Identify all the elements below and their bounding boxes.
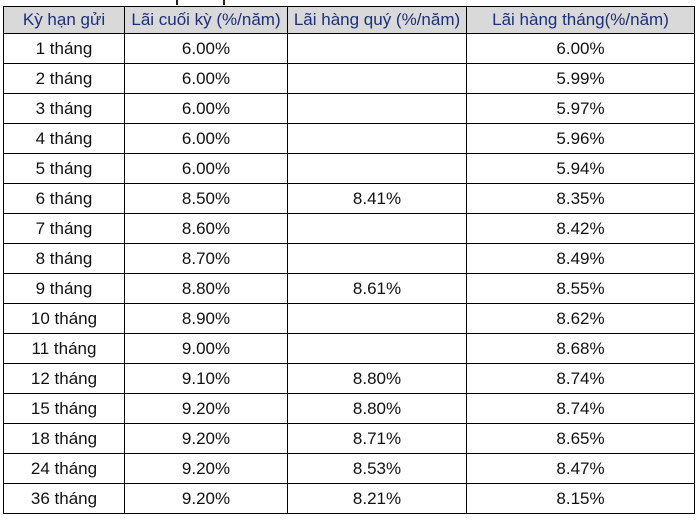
end-of-term-rate-cell: 6.00% bbox=[124, 123, 288, 154]
table-row: 10 tháng 8.90% 8.62% bbox=[3, 303, 695, 334]
end-of-term-rate-cell: 6.00% bbox=[124, 93, 288, 124]
quarterly-rate-cell bbox=[287, 153, 467, 184]
end-of-term-rate-cell: 9.20% bbox=[124, 483, 288, 514]
term-cell: 3 tháng bbox=[3, 93, 125, 124]
header-term: Kỳ hạn gửi bbox=[3, 6, 125, 34]
end-of-term-rate-cell: 8.90% bbox=[124, 303, 288, 334]
end-of-term-rate-cell: 9.20% bbox=[124, 423, 288, 454]
monthly-rate-cell: 5.94% bbox=[466, 153, 695, 184]
term-cell: 4 tháng bbox=[3, 123, 125, 154]
monthly-rate-cell: 8.42% bbox=[466, 213, 695, 244]
monthly-rate-cell: 8.74% bbox=[466, 393, 695, 424]
table-row: 18 tháng 9.20% 8.71% 8.65% bbox=[3, 423, 695, 454]
quarterly-rate-cell: 8.61% bbox=[287, 273, 467, 304]
quarterly-rate-cell bbox=[287, 123, 467, 154]
term-cell: 12 tháng bbox=[3, 363, 125, 394]
quarterly-rate-cell bbox=[287, 333, 467, 364]
end-of-term-rate-cell: 8.50% bbox=[124, 183, 288, 214]
table-row: 4 tháng 6.00% 5.96% bbox=[3, 123, 695, 154]
end-of-term-rate-cell: 8.60% bbox=[124, 213, 288, 244]
end-of-term-rate-cell: 9.20% bbox=[124, 453, 288, 484]
term-cell: 18 tháng bbox=[3, 423, 125, 454]
monthly-rate-cell: 8.15% bbox=[466, 483, 695, 514]
end-of-term-rate-cell: 9.10% bbox=[124, 363, 288, 394]
quarterly-rate-cell bbox=[287, 243, 467, 274]
table-row: 12 tháng 9.10% 8.80% 8.74% bbox=[3, 363, 695, 394]
monthly-rate-cell: 8.74% bbox=[466, 363, 695, 394]
quarterly-rate-cell: 8.80% bbox=[287, 393, 467, 424]
table-row: 24 tháng 9.20% 8.53% 8.47% bbox=[3, 453, 695, 484]
term-cell: 7 tháng bbox=[3, 213, 125, 244]
end-of-term-rate-cell: 8.70% bbox=[124, 243, 288, 274]
header-end-of-term-rate: Lãi cuối kỳ (%/năm) bbox=[124, 6, 288, 34]
term-cell: 5 tháng bbox=[3, 153, 125, 184]
monthly-rate-cell: 8.49% bbox=[466, 243, 695, 274]
quarterly-rate-cell bbox=[287, 213, 467, 244]
monthly-rate-cell: 5.99% bbox=[466, 63, 695, 94]
term-cell: 11 tháng bbox=[3, 333, 125, 364]
table-row: 1 tháng 6.00% 6.00% bbox=[3, 33, 695, 64]
table-row: 2 tháng 6.00% 5.99% bbox=[3, 63, 695, 94]
quarterly-rate-cell bbox=[287, 93, 467, 124]
table-body: 1 tháng 6.00% 6.00% 2 tháng 6.00% 5.99% 3 thán… bbox=[3, 33, 695, 514]
header-monthly-rate: Lãi hàng tháng(%/năm) bbox=[466, 6, 695, 34]
header-row: Kỳ hạn gửi Lãi cuối kỳ (%/năm) Lãi hàng … bbox=[3, 6, 695, 34]
quarterly-rate-cell: 8.80% bbox=[287, 363, 467, 394]
monthly-rate-cell: 5.96% bbox=[466, 123, 695, 154]
table-row: 36 tháng 9.20% 8.21% 8.15% bbox=[3, 483, 695, 514]
monthly-rate-cell: 8.55% bbox=[466, 273, 695, 304]
monthly-rate-cell: 5.97% bbox=[466, 93, 695, 124]
term-cell: 15 tháng bbox=[3, 393, 125, 424]
quarterly-rate-cell: 8.71% bbox=[287, 423, 467, 454]
quarterly-rate-cell: 8.41% bbox=[287, 183, 467, 214]
quarterly-rate-cell bbox=[287, 63, 467, 94]
table-row: 8 tháng 8.70% 8.49% bbox=[3, 243, 695, 274]
table-row: 3 tháng 6.00% 5.97% bbox=[3, 93, 695, 124]
term-cell: 6 tháng bbox=[3, 183, 125, 214]
quarterly-rate-cell bbox=[287, 303, 467, 334]
term-cell: 9 tháng bbox=[3, 273, 125, 304]
quarterly-rate-cell: 8.53% bbox=[287, 453, 467, 484]
table-row: 11 tháng 9.00% 8.68% bbox=[3, 333, 695, 364]
monthly-rate-cell: 8.47% bbox=[466, 453, 695, 484]
quarterly-rate-cell: 8.21% bbox=[287, 483, 467, 514]
text-fragment bbox=[223, 0, 225, 5]
monthly-rate-cell: 6.00% bbox=[466, 33, 695, 64]
term-cell: 10 tháng bbox=[3, 303, 125, 334]
monthly-rate-cell: 8.65% bbox=[466, 423, 695, 454]
monthly-rate-cell: 8.62% bbox=[466, 303, 695, 334]
end-of-term-rate-cell: 6.00% bbox=[124, 153, 288, 184]
term-cell: 24 tháng bbox=[3, 453, 125, 484]
cropped-text-remnant bbox=[0, 0, 700, 6]
monthly-rate-cell: 8.35% bbox=[466, 183, 695, 214]
term-cell: 2 tháng bbox=[3, 63, 125, 94]
end-of-term-rate-cell: 9.20% bbox=[124, 393, 288, 424]
quarterly-rate-cell bbox=[287, 33, 467, 64]
header-quarterly-rate: Lãi hàng quý (%/năm) bbox=[287, 6, 467, 34]
table-row: 6 tháng 8.50% 8.41% 8.35% bbox=[3, 183, 695, 214]
interest-rate-table: Kỳ hạn gửi Lãi cuối kỳ (%/năm) Lãi hàng … bbox=[3, 6, 695, 514]
monthly-rate-cell: 8.68% bbox=[466, 333, 695, 364]
end-of-term-rate-cell: 6.00% bbox=[124, 33, 288, 64]
term-cell: 1 tháng bbox=[3, 33, 125, 64]
term-cell: 36 tháng bbox=[3, 483, 125, 514]
table-row: 9 tháng 8.80% 8.61% 8.55% bbox=[3, 273, 695, 304]
table-row: 5 tháng 6.00% 5.94% bbox=[3, 153, 695, 184]
table-row: 7 tháng 8.60% 8.42% bbox=[3, 213, 695, 244]
end-of-term-rate-cell: 6.00% bbox=[124, 63, 288, 94]
end-of-term-rate-cell: 8.80% bbox=[124, 273, 288, 304]
table-row: 15 tháng 9.20% 8.80% 8.74% bbox=[3, 393, 695, 424]
text-fragment bbox=[176, 0, 178, 5]
end-of-term-rate-cell: 9.00% bbox=[124, 333, 288, 364]
term-cell: 8 tháng bbox=[3, 243, 125, 274]
